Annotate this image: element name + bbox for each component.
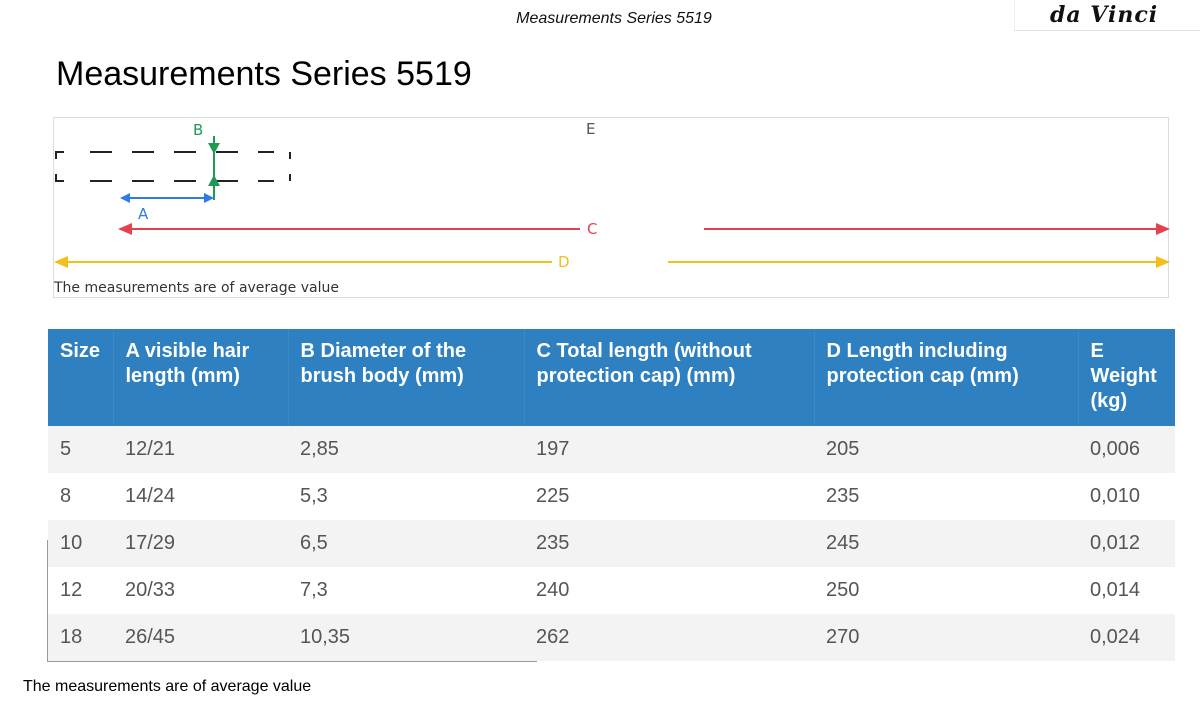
- cell-c: 235: [524, 520, 814, 567]
- cell-e: 0,012: [1078, 520, 1175, 567]
- cell-a: 20/33: [113, 567, 288, 614]
- cell-b: 5,3: [288, 473, 524, 520]
- cell-b: 10,35: [288, 614, 524, 661]
- label-a: A: [138, 205, 149, 223]
- column-header-size: Size: [48, 329, 114, 426]
- table-row: 8 14/24 5,3 225 235 0,010: [48, 473, 1175, 520]
- column-header-c: C Total length (without protection cap) …: [524, 329, 815, 426]
- table-row: 10 17/29 6,5 235 245 0,012: [48, 520, 1175, 567]
- cell-c: 240: [524, 567, 814, 614]
- measurement-diagram: B A C D E: [53, 117, 1170, 298]
- cell-b: 7,3: [288, 567, 524, 614]
- cell-size: 5: [48, 426, 113, 473]
- label-b: B: [193, 121, 203, 139]
- cell-a: 14/24: [113, 473, 288, 520]
- brush-outline: [55, 151, 291, 182]
- cell-a: 26/45: [113, 614, 288, 661]
- cell-a: 12/21: [113, 426, 288, 473]
- label-e: E: [586, 120, 595, 138]
- cell-size: 8: [48, 473, 113, 520]
- cell-b: 2,85: [288, 426, 524, 473]
- table-row: 18 26/45 10,35 262 270 0,024: [48, 614, 1175, 661]
- footer-note: The measurements are of average value: [23, 678, 312, 695]
- column-header-d: D Length including protection cap (mm): [814, 329, 1079, 426]
- cell-e: 0,014: [1078, 567, 1175, 614]
- cell-size: 12: [48, 567, 113, 614]
- table-row: 5 12/21 2,85 197 205 0,006: [48, 426, 1175, 473]
- page-title: Measurements Series 5519: [56, 55, 472, 93]
- bottom-divider: [47, 661, 537, 662]
- cell-e: 0,006: [1078, 426, 1175, 473]
- table-row: 12 20/33 7,3 240 250 0,014: [48, 567, 1175, 614]
- cell-d: 235: [814, 473, 1078, 520]
- diameter-marker-b: [208, 136, 220, 200]
- cell-d: 205: [814, 426, 1078, 473]
- table-header-row: Size A visible hair length (mm) B Diamet…: [48, 329, 1175, 426]
- measurements-table-wrap: Size A visible hair length (mm) B Diamet…: [48, 329, 1175, 661]
- da-vinci-logo: da Vinci: [1050, 2, 1159, 28]
- cell-b: 6,5: [288, 520, 524, 567]
- cell-e: 0,024: [1078, 614, 1175, 661]
- cell-d: 245: [814, 520, 1078, 567]
- cell-a: 17/29: [113, 520, 288, 567]
- diagram-note: The measurements are of average value: [54, 280, 339, 296]
- column-header-e: E Weight (kg): [1078, 329, 1175, 426]
- cell-size: 18: [48, 614, 113, 661]
- cell-size: 10: [48, 520, 113, 567]
- cell-c: 262: [524, 614, 814, 661]
- cell-c: 225: [524, 473, 814, 520]
- cell-e: 0,010: [1078, 473, 1175, 520]
- left-divider: [47, 540, 48, 662]
- header-title: Measurements Series 5519: [516, 10, 712, 27]
- measurements-table: Size A visible hair length (mm) B Diamet…: [48, 329, 1175, 661]
- cell-d: 250: [814, 567, 1078, 614]
- logo-box: [1014, 0, 1200, 31]
- column-header-a: A visible hair length (mm): [113, 329, 289, 426]
- label-c: C: [587, 220, 597, 238]
- column-header-b: B Diameter of the brush body (mm): [288, 329, 525, 426]
- diagram-svg: B A C D E: [54, 120, 1170, 271]
- label-d: D: [558, 253, 570, 271]
- cell-d: 270: [814, 614, 1078, 661]
- cell-c: 197: [524, 426, 814, 473]
